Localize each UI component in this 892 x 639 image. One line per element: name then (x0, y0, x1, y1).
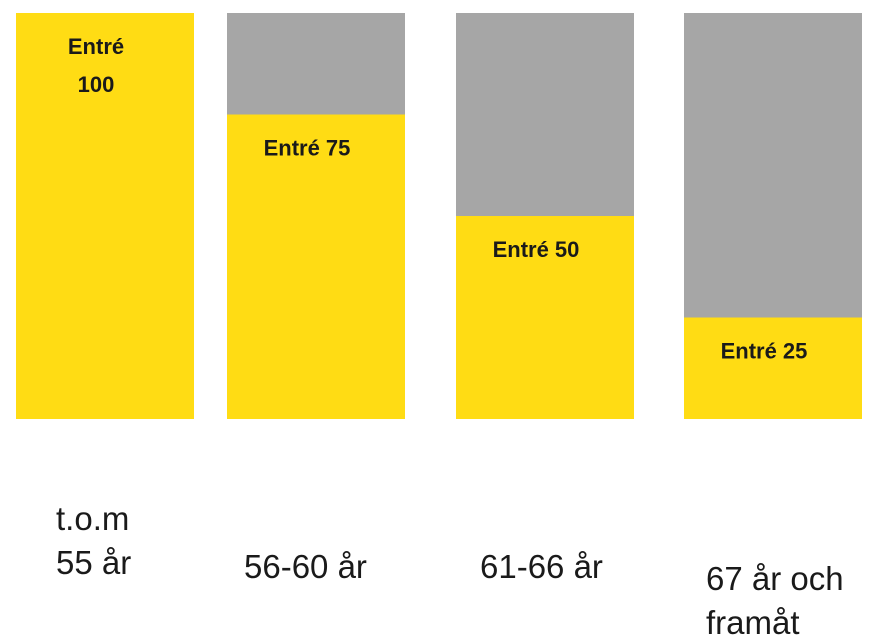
bar-labels-group: Entré 100 Entré 75 Entré 50 Entré 25 (68, 34, 808, 364)
bar-data-label-0: Entré 100 (68, 34, 124, 97)
bar-entry-0 (16, 13, 194, 419)
bar-data-label-3: Entré 25 (721, 339, 808, 364)
bar-entry-3 (684, 317, 862, 419)
category-label-3: 67 år och framåt (706, 560, 844, 639)
category-label-2: 61-66 år (480, 548, 603, 585)
bar-data-label-1: Entré 75 (264, 136, 351, 161)
category-labels-group: t.o.m 55 år 56-60 år 61-66 år 67 år och framå… (56, 500, 844, 639)
bar-remainder-2 (456, 13, 634, 216)
bars-group (16, 13, 862, 419)
category-label-1: 56-60 år (244, 548, 367, 585)
bar-remainder-1 (227, 13, 405, 115)
bar-entry-2 (456, 216, 634, 419)
bar-entry-1 (227, 114, 405, 419)
bar-remainder-3 (684, 13, 862, 318)
category-label-0: t.o.m 55 år (56, 500, 131, 581)
bar-data-label-2: Entré 50 (493, 237, 580, 262)
